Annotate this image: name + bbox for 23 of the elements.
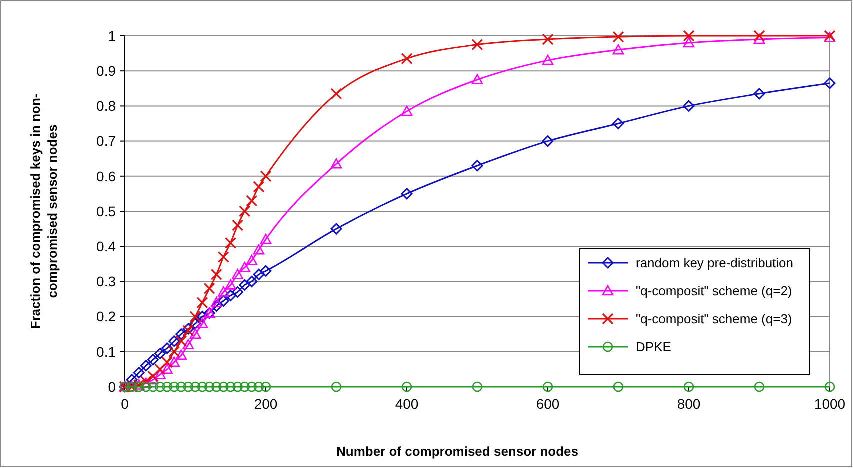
legend-label: random key pre-distribution bbox=[636, 256, 794, 271]
legend-label: DPKE bbox=[636, 340, 672, 355]
y-axis-title: Fraction of compromised keys in non- compromised sensor nodes bbox=[28, 94, 60, 330]
legend-label: "q-composit" scheme (q=3) bbox=[636, 312, 792, 327]
x-tick-label: 1000 bbox=[814, 396, 846, 412]
legend-label: "q-composit" scheme (q=2) bbox=[636, 284, 792, 299]
y-tick-label: 0 bbox=[108, 378, 116, 395]
x-tick-label: 400 bbox=[395, 396, 419, 412]
y-tick-label: 0.6 bbox=[96, 168, 116, 184]
x-tick-label: 800 bbox=[677, 396, 701, 412]
y-tick-label: 0.4 bbox=[96, 238, 116, 254]
y-tick-label: 0.8 bbox=[96, 98, 116, 114]
y-tick-label: 0.2 bbox=[96, 308, 116, 325]
x-tick-label: 0 bbox=[121, 396, 130, 412]
y-tick-label: 1 bbox=[108, 28, 116, 44]
y-tick-label: 0.7 bbox=[96, 133, 116, 150]
x-tick-label: 600 bbox=[536, 396, 560, 412]
y-tick-label: 0.3 bbox=[96, 274, 116, 290]
y-tick-label: 0.1 bbox=[96, 344, 116, 360]
y-tick-label: 0.5 bbox=[96, 203, 116, 220]
x-tick-label: 200 bbox=[254, 396, 278, 412]
y-tick-label: 0.9 bbox=[96, 63, 116, 79]
x-axis-title: Number of compromised sensor nodes bbox=[336, 444, 578, 459]
